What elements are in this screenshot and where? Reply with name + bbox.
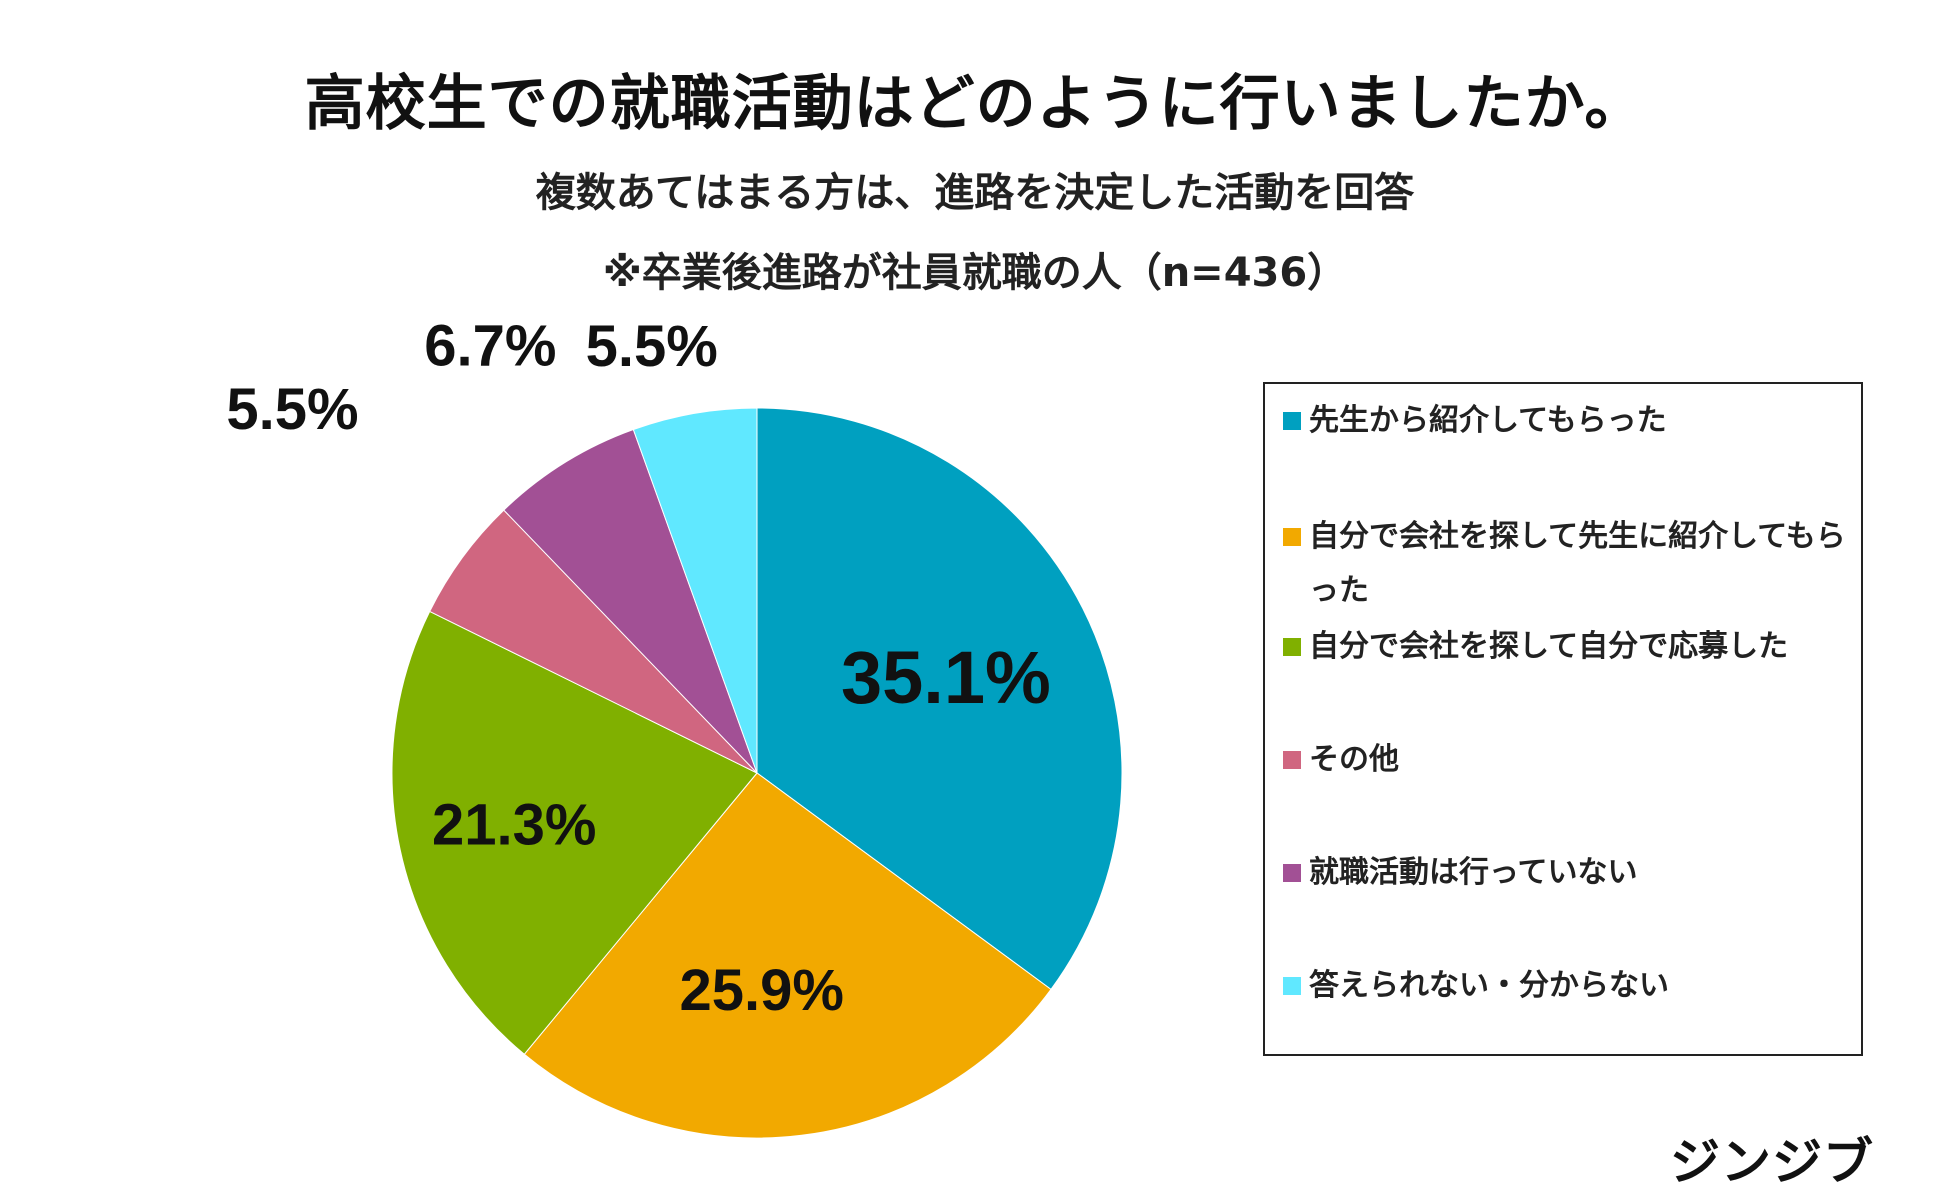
legend-label: 答えられない・分からない: [1309, 968, 1669, 1003]
legend-swatch: [1283, 528, 1301, 546]
legend-item-unknown: 答えられない・分からない: [1283, 959, 1853, 1013]
pie-slice-self-search-self-apply: [391, 610, 758, 1055]
legend-label: 自分で会社を探して自分で応募した: [1309, 629, 1789, 664]
chart-subtitle-line1: 複数あてはまる方は、進路を決定した活動を回答: [535, 170, 1415, 216]
legend-swatch: [1283, 638, 1301, 656]
legend-swatch: [1283, 977, 1301, 995]
legend-item-no-job-hunting: 就職活動は行っていない: [1283, 846, 1853, 900]
legend-item-teacher-referral: 先生から紹介してもらった: [1283, 394, 1853, 448]
legend-label: その他: [1309, 742, 1399, 777]
pie-slice-unknown: [632, 407, 758, 774]
chart-subtitle-line2: ※卒業後進路が社員就職の人（n=436）: [602, 250, 1348, 296]
jinjib-logo: ジンジブ: [1670, 1133, 1874, 1191]
data-label-other: 5.5%: [226, 377, 358, 442]
legend-label: 自分で会社を探して先生に紹介してもらった: [1309, 519, 1846, 608]
pie-slice-teacher-referral: [756, 407, 1123, 991]
pie-slice-self-search-teacher-referral: [523, 772, 1052, 1139]
legend-label: 就職活動は行っていない: [1309, 855, 1638, 890]
legend-item-other: その他: [1283, 733, 1853, 787]
data-label-no-job-hunting: 6.7%: [424, 314, 556, 379]
chart-title: 高校生での就職活動はどのように行いましたか。: [304, 69, 1646, 139]
data-label-teacher-referral: 35.1%: [841, 636, 1051, 719]
pie-slice-no-job-hunting: [503, 428, 758, 774]
legend-swatch: [1283, 412, 1301, 430]
data-label-unknown: 5.5%: [586, 314, 718, 379]
data-label-self-search-self-apply: 21.3%: [432, 792, 596, 857]
legend-item-self-search-teacher-referral: 自分で会社を探して先生に紹介してもらった: [1283, 510, 1853, 618]
data-label-self-search-teacher-referral: 25.9%: [680, 958, 844, 1023]
chart-legend: 先生から紹介してもらった 自分で会社を探して先生に紹介してもらった 自分で会社を…: [1263, 382, 1863, 1056]
legend-label: 先生から紹介してもらった: [1309, 403, 1667, 438]
legend-swatch: [1283, 864, 1301, 882]
legend-swatch: [1283, 751, 1301, 769]
legend-item-self-search-self-apply: 自分で会社を探して自分で応募した: [1283, 620, 1853, 674]
